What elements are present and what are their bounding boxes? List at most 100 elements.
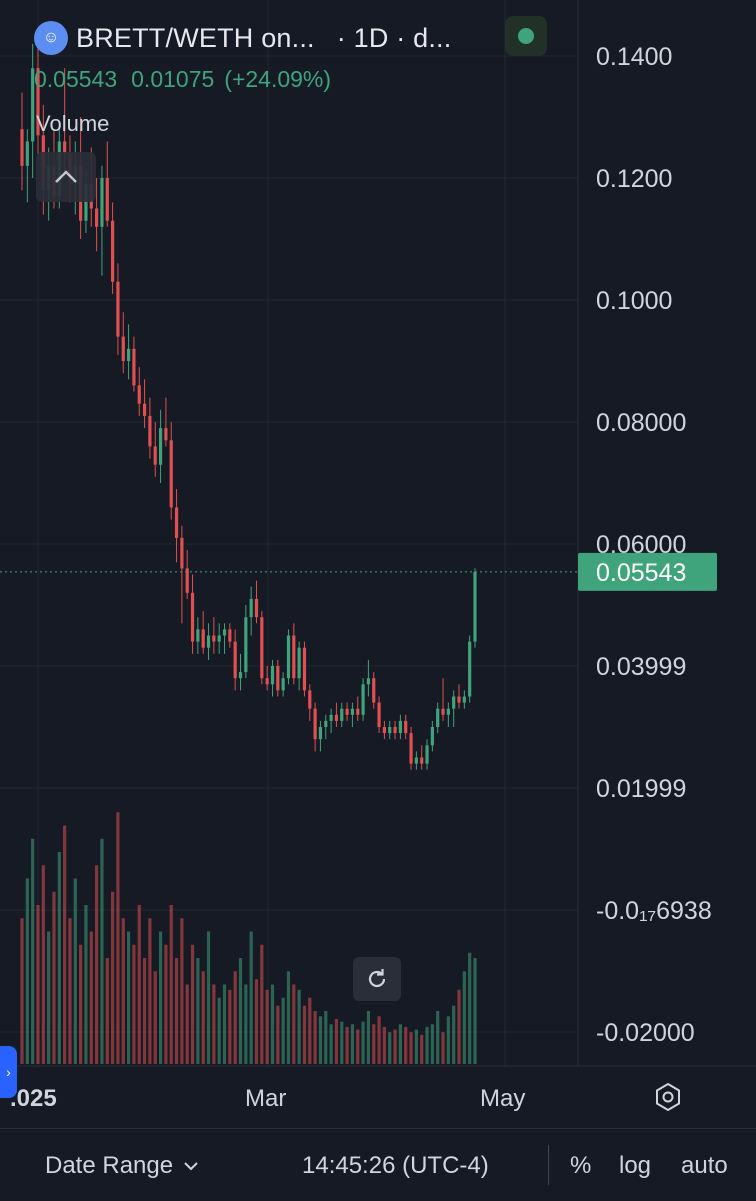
clock-timezone[interactable]: 14:45:26 (UTC-4) <box>302 1152 489 1179</box>
volume-bar <box>414 1029 418 1064</box>
market-status-indicator[interactable] <box>505 16 547 56</box>
volume-indicator-label[interactable]: Volume <box>36 111 110 136</box>
expand-sidebar-tab[interactable]: › <box>0 1046 17 1098</box>
candle <box>201 611 205 654</box>
symbol-title[interactable]: BRETT/WETH on... <box>76 22 315 53</box>
volume-bar <box>233 971 237 1064</box>
candle-body <box>116 281 120 337</box>
candle-body <box>36 68 40 136</box>
current-price-label: 0.05543 <box>596 559 686 587</box>
candle-body <box>302 647 307 691</box>
chevron-down-icon <box>184 1162 198 1171</box>
candle <box>292 623 296 685</box>
candle <box>452 690 456 727</box>
date-range-label: Date Range <box>45 1152 174 1179</box>
candle-body <box>452 696 456 709</box>
volume-bar <box>142 958 147 1064</box>
candle <box>148 397 152 459</box>
candle <box>142 379 147 429</box>
auto-scale-toggle[interactable]: auto <box>681 1152 728 1179</box>
volume-bar <box>404 1026 408 1064</box>
candle-body <box>158 428 163 465</box>
candle-body <box>441 708 445 715</box>
candle <box>281 672 285 697</box>
volume-bar <box>41 865 45 1064</box>
percent-scale-toggle[interactable]: % <box>570 1152 592 1179</box>
status-dot-icon <box>518 28 534 44</box>
volume-bar <box>393 1029 397 1064</box>
volume-bar <box>196 958 200 1064</box>
candle-body <box>340 708 344 721</box>
volume-bar <box>377 1016 381 1064</box>
volume-bar <box>73 878 77 1064</box>
price-chart[interactable]: 0.14000.12000.10000.080000.060000.039990… <box>0 0 756 1128</box>
volume-bar <box>137 905 141 1064</box>
volume-bar <box>249 931 253 1064</box>
candle-body <box>31 68 35 142</box>
volume-bar <box>164 944 168 1064</box>
candle-body <box>244 617 248 673</box>
volume-bar <box>63 825 67 1064</box>
candle-body <box>270 666 275 685</box>
candle-body <box>436 708 440 727</box>
candle <box>105 141 109 227</box>
volume-bar <box>409 1032 413 1064</box>
candle <box>190 574 195 654</box>
volume-bar <box>169 905 173 1064</box>
candle <box>329 708 333 734</box>
candle <box>366 659 371 697</box>
candle <box>36 31 40 154</box>
collapse-legend-button[interactable] <box>36 152 96 202</box>
candle <box>238 653 243 691</box>
candle <box>462 690 466 709</box>
volume-bar <box>217 997 221 1064</box>
interval-info[interactable]: · 1D · d... <box>336 22 452 53</box>
volume-bar <box>329 1024 333 1064</box>
chevron-right-icon: › <box>6 1064 11 1080</box>
candle-body <box>233 641 237 679</box>
symbol-header[interactable]: ☺ BRETT/WETH on... · 1D · d... <box>34 18 451 58</box>
candle-body <box>297 647 301 679</box>
volume-bar <box>126 931 131 1064</box>
log-scale-toggle[interactable]: log <box>619 1152 652 1179</box>
price-tick-label: -0.02000 <box>596 1019 695 1047</box>
candle-body <box>409 733 413 764</box>
volume-bar <box>398 1024 402 1064</box>
candle-body <box>473 571 477 642</box>
candle-body <box>169 440 173 508</box>
volume-bar <box>462 971 466 1064</box>
candle <box>196 617 200 654</box>
volume-bar <box>457 989 461 1064</box>
candle <box>116 263 120 355</box>
price-change: 0.01075 <box>131 66 215 92</box>
price-tick-label: 0.1200 <box>596 165 672 193</box>
price-axis-labels: 0.14000.12000.10000.080000.060000.039990… <box>596 43 712 1047</box>
time-label-2025: .025 <box>10 1085 57 1112</box>
volume-bar <box>25 878 29 1064</box>
candle-body <box>292 635 296 679</box>
volume-bar <box>452 1005 456 1064</box>
candle-body <box>206 635 211 648</box>
candle-body <box>457 696 461 703</box>
candle <box>324 714 328 740</box>
reset-icon <box>368 969 386 988</box>
candle-body <box>286 635 291 679</box>
candle-body <box>105 178 109 221</box>
candle <box>441 678 445 721</box>
candle-body <box>164 428 168 441</box>
candle-body <box>196 629 200 642</box>
candle-body <box>265 678 269 685</box>
candle-body <box>324 720 328 727</box>
volume-bar <box>270 984 275 1064</box>
candle <box>468 635 472 703</box>
candle <box>212 617 216 654</box>
volume-bar <box>190 944 195 1064</box>
candle-body <box>350 708 355 715</box>
date-range-selector[interactable]: Date Range <box>45 1152 199 1180</box>
candle <box>414 751 418 770</box>
toolbar-divider <box>548 1145 549 1185</box>
chart-settings-button[interactable] <box>648 1077 688 1117</box>
candle-body <box>111 220 115 282</box>
reset-chart-button[interactable] <box>353 957 401 1001</box>
candle-body <box>174 507 179 538</box>
